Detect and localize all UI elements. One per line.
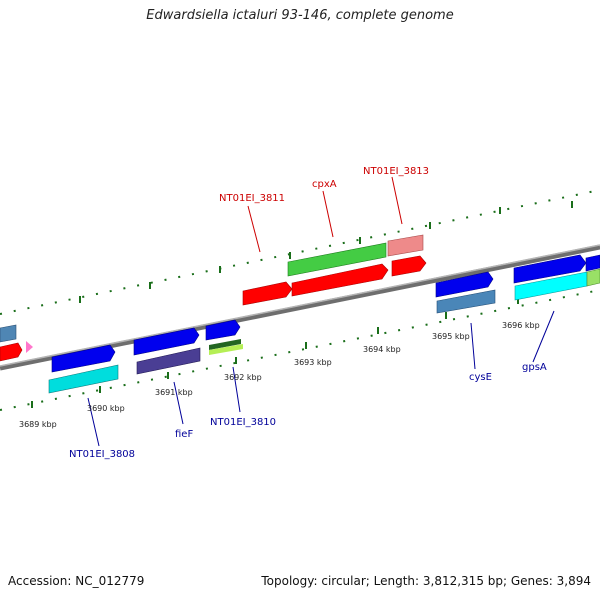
category-bar-cysE	[436, 289, 496, 314]
gene-label-nt3811[interactable]: NT01EI_3811	[219, 193, 285, 204]
gene-arrow-left-edge[interactable]	[0, 324, 17, 343]
category-bar-nt3808	[48, 364, 119, 394]
tick-label-3696: 3696 kbp	[502, 321, 540, 330]
leader-lines-forward	[247, 176, 403, 253]
category-bar-nt3810-a	[209, 339, 241, 350]
gene-label-cysE[interactable]: cysE	[469, 372, 492, 383]
category-bar-cpxA	[287, 242, 387, 277]
forward-major-ticks	[79, 201, 573, 303]
gene-arrow-nt3810[interactable]	[205, 319, 241, 341]
gene-arrow-cysE[interactable]	[435, 271, 494, 298]
category-bar-fieF	[136, 347, 201, 375]
map-title: Edwardsiella ictaluri 93-146, complete g…	[146, 8, 454, 23]
tick-label-3692: 3692 kbp	[224, 373, 262, 382]
gene-label-nt3813[interactable]: NT01EI_3813	[363, 166, 429, 177]
genome-summary-text: Topology: circular; Length: 3,812,315 bp…	[261, 574, 591, 588]
gene-label-gpsA[interactable]: gpsA	[522, 362, 547, 373]
gene-label-cpxA[interactable]: cpxA	[312, 179, 337, 190]
gene-arrow-right-edge[interactable]	[585, 254, 600, 272]
gene-arrow-gpsA[interactable]	[513, 254, 587, 284]
gene-marker-pink[interactable]	[26, 341, 33, 353]
gene-arrow-fieF[interactable]	[133, 327, 200, 356]
tick-label-3691: 3691 kbp	[155, 388, 193, 397]
tick-label-3695: 3695 kbp	[432, 332, 470, 341]
accession-text: Accession: NC_012779	[8, 574, 145, 588]
gene-arrow-nt3813[interactable]	[391, 255, 427, 277]
reverse-major-ticks	[31, 297, 519, 408]
tick-label-3693: 3693 kbp	[294, 358, 332, 367]
tick-label-3694: 3694 kbp	[363, 345, 401, 354]
gene-label-nt3810[interactable]: NT01EI_3810	[210, 417, 276, 428]
category-bar-right-edge	[586, 268, 600, 287]
tick-label-3690: 3690 kbp	[87, 404, 125, 413]
leader-lines-reverse	[87, 310, 555, 447]
forward-track-line	[0, 189, 600, 315]
gene-arrow-partial-left[interactable]	[0, 342, 23, 362]
gene-label-fieF[interactable]: fieF	[175, 429, 193, 440]
gene-arrow-nt3811[interactable]	[242, 281, 293, 306]
gene-label-nt3808[interactable]: NT01EI_3808	[69, 449, 135, 460]
tick-label-3689: 3689 kbp	[19, 420, 57, 429]
gene-arrow-nt3808[interactable]	[51, 344, 116, 373]
category-bar-nt3813	[387, 234, 424, 257]
gene-arrow-cpxA[interactable]	[291, 263, 389, 297]
category-bar-nt3810-b	[209, 344, 243, 355]
